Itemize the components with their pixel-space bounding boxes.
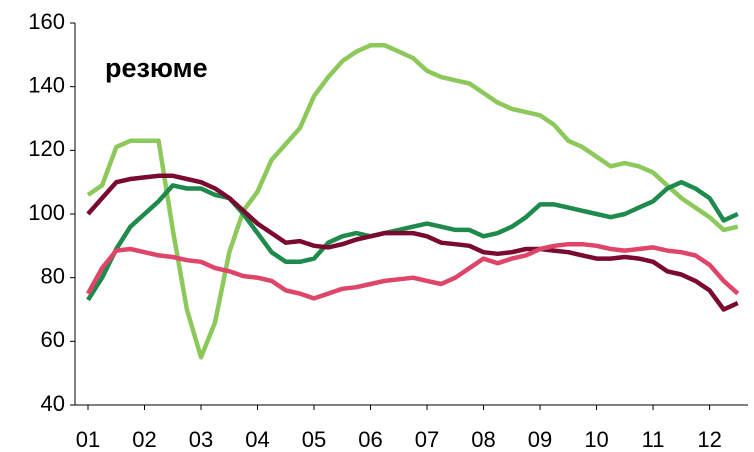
series-line [86, 241, 740, 301]
x-tick-label: 09 [528, 427, 552, 452]
series-line [86, 179, 739, 302]
x-tick-label: 06 [358, 427, 382, 452]
x-tick-label: 01 [76, 427, 100, 452]
x-tick-label: 04 [245, 427, 269, 452]
y-tick-label: 80 [41, 263, 65, 288]
x-tick-label: 05 [302, 427, 326, 452]
x-tick-label: 07 [415, 427, 439, 452]
chart-title: резюме [105, 53, 208, 83]
x-tick-label: 12 [697, 427, 721, 452]
x-tick-label: 11 [642, 427, 665, 452]
series-line [86, 43, 739, 360]
y-tick-label: 140 [28, 72, 65, 97]
x-tick-label: 10 [584, 427, 608, 452]
y-tick-label: 160 [28, 9, 65, 34]
y-tick-label: 40 [41, 391, 65, 416]
x-tick-label: 08 [471, 427, 495, 452]
y-tick-label: 60 [41, 327, 65, 352]
x-tick-label: 03 [189, 427, 213, 452]
series-line [86, 173, 739, 312]
x-tick-label: 02 [132, 427, 156, 452]
y-tick-label: 120 [28, 136, 65, 161]
y-tick-label: 100 [28, 200, 65, 225]
